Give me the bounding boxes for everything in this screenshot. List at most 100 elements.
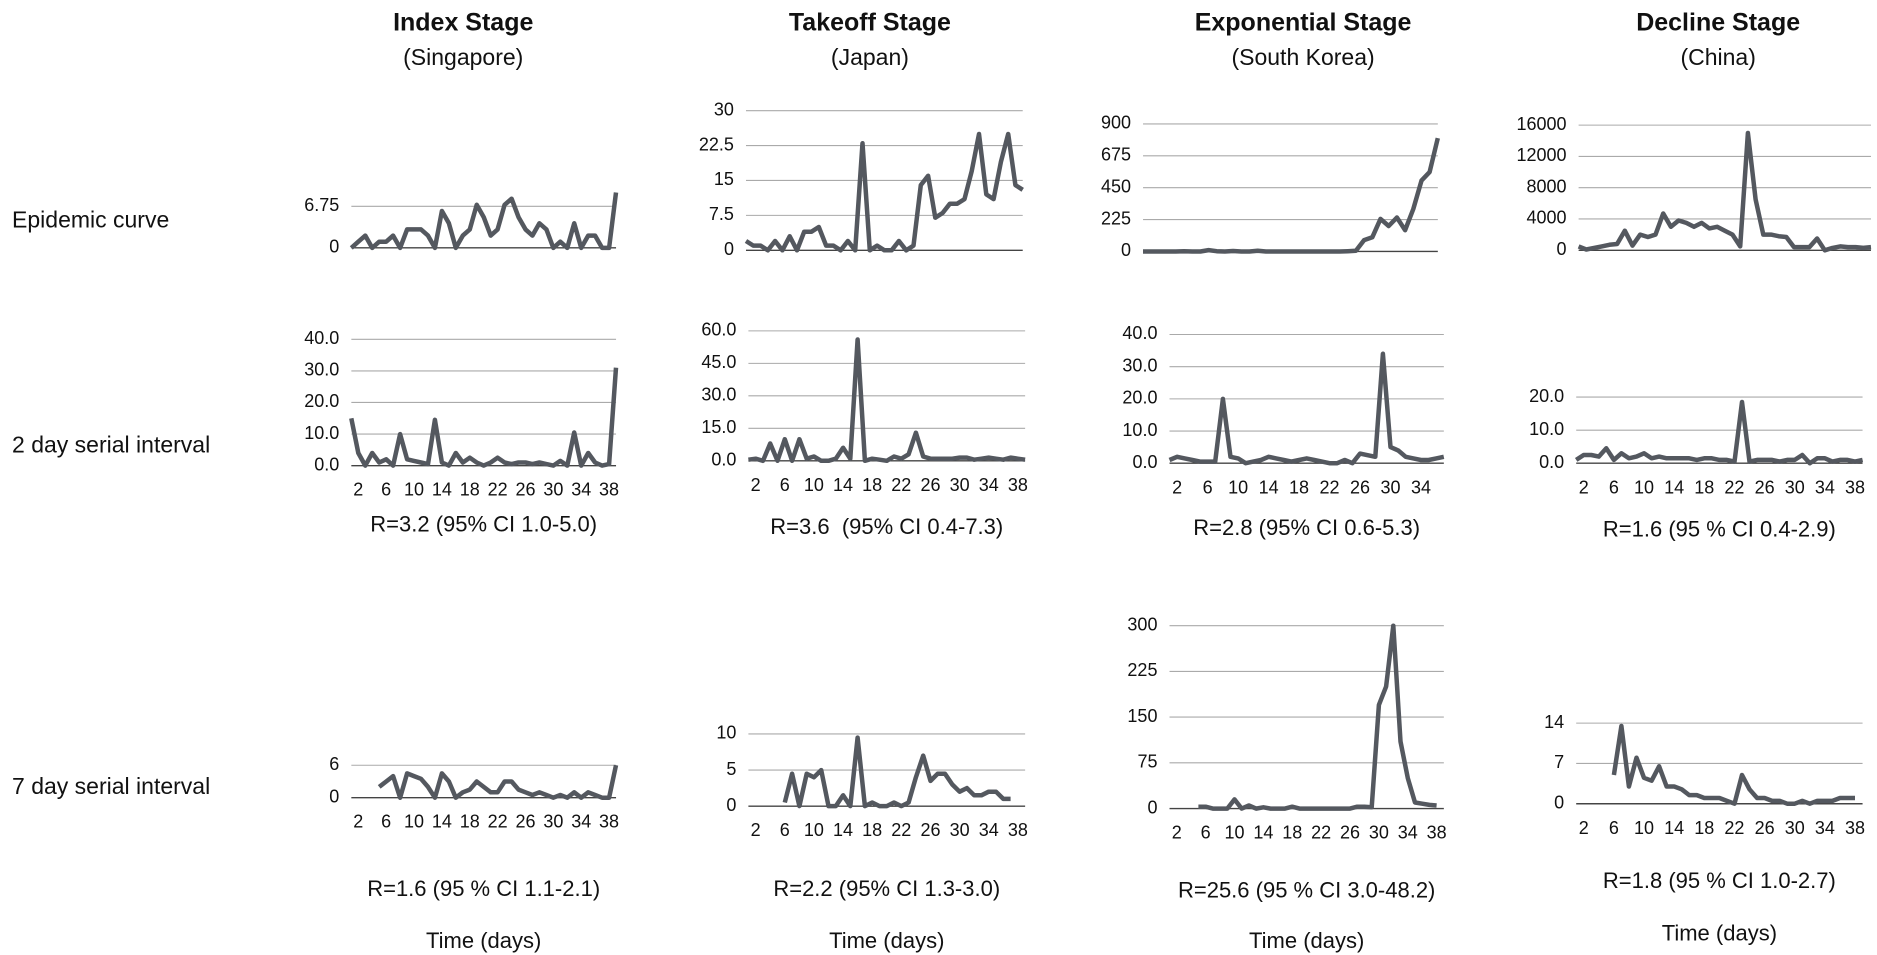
r-estimate: R=25.6 (95 % CI 3.0-48.2) <box>1178 877 1435 902</box>
r-estimate: R=1.6 (95 % CI 0.4-2.9) <box>1603 516 1836 541</box>
x-tick-label: 2 <box>1579 477 1589 497</box>
x-tick-label: 30 <box>950 475 970 495</box>
y-tick-label: 16000 <box>1517 114 1567 134</box>
x-tick-label: 10 <box>404 812 424 832</box>
x-tick-label: 30 <box>543 812 563 832</box>
column-subtitle: (Singapore) <box>403 44 523 70</box>
x-tick-label: 38 <box>1008 820 1028 840</box>
x-tick-label: 26 <box>1340 823 1360 843</box>
x-tick-label: 14 <box>432 812 452 832</box>
y-tick-label: 14 <box>1544 712 1564 732</box>
y-tick-label: 8000 <box>1527 176 1567 196</box>
y-tick-label: 20.0 <box>1529 386 1564 406</box>
y-tick-label: 45.0 <box>701 352 736 372</box>
x-tick-label: 18 <box>460 812 480 832</box>
x-tick-label: 2 <box>353 480 363 500</box>
x-tick-label: 30 <box>1785 818 1805 838</box>
y-tick-label: 5 <box>726 759 736 779</box>
x-tick-label: 22 <box>1724 818 1744 838</box>
x-tick-label: 34 <box>1411 477 1431 497</box>
y-tick-label: 0 <box>726 795 736 815</box>
y-tick-label: 20.0 <box>1122 388 1157 408</box>
x-tick-label: 26 <box>515 812 535 832</box>
x-tick-label: 14 <box>833 820 853 840</box>
x-tick-label: 10 <box>404 480 424 500</box>
x-tick-label: 2 <box>1579 818 1589 838</box>
column-subtitle: (China) <box>1680 44 1755 70</box>
x-tick-label: 30 <box>950 820 970 840</box>
x-tick-label: 38 <box>1845 818 1865 838</box>
y-tick-label: 0.0 <box>314 454 339 474</box>
x-tick-label: 18 <box>862 820 882 840</box>
y-tick-label: 4000 <box>1527 208 1567 228</box>
x-tick-label: 22 <box>488 812 508 832</box>
x-tick-label: 26 <box>1755 818 1775 838</box>
row-label: 7 day serial interval <box>12 773 210 799</box>
x-tick-label: 22 <box>891 475 911 495</box>
y-tick-label: 20.0 <box>304 391 339 411</box>
x-tick-label: 34 <box>979 475 999 495</box>
series-line <box>349 192 619 251</box>
x-tick-label: 22 <box>488 480 508 500</box>
x-tick-label: 6 <box>780 475 790 495</box>
x-tick-label: 2 <box>751 820 761 840</box>
x-tick-label: 2 <box>1172 823 1182 843</box>
x-tick-label: 26 <box>515 480 535 500</box>
x-tick-label: 10 <box>804 475 824 495</box>
x-tick-label: 6 <box>1201 823 1211 843</box>
y-tick-label: 0 <box>329 786 339 806</box>
x-tick-label: 6 <box>780 820 790 840</box>
y-tick-label: 225 <box>1101 208 1131 228</box>
r-estimate: R=2.2 (95% CI 1.3-3.0) <box>773 876 1000 901</box>
series-line <box>1611 723 1855 806</box>
series-line <box>1143 137 1440 254</box>
x-tick-label: 30 <box>1369 823 1389 843</box>
y-tick-label: 0 <box>724 239 734 259</box>
y-tick-label: 0.0 <box>711 450 736 470</box>
x-tick-label: 30 <box>1785 477 1805 497</box>
r-estimate: R=3.6 (95% CI 0.4-7.3) <box>770 514 1003 539</box>
x-tick-label: 18 <box>1289 477 1309 497</box>
x-tick-label: 18 <box>1694 477 1714 497</box>
x-axis-label: Time (days) <box>1249 928 1364 953</box>
x-tick-label: 26 <box>920 475 940 495</box>
y-tick-label: 6.75 <box>304 195 339 215</box>
x-tick-label: 38 <box>1845 477 1865 497</box>
r-estimate: R=2.8 (95% CI 0.6-5.3) <box>1193 515 1420 540</box>
x-tick-label: 14 <box>833 475 853 495</box>
x-tick-label: 10 <box>1634 477 1654 497</box>
y-tick-label: 0.0 <box>1132 452 1157 472</box>
y-tick-label: 22.5 <box>699 134 734 154</box>
y-tick-label: 450 <box>1101 176 1131 196</box>
y-tick-label: 150 <box>1127 706 1157 726</box>
x-tick-label: 2 <box>751 475 761 495</box>
x-tick-label: 10 <box>1228 477 1248 497</box>
y-tick-label: 10 <box>716 723 736 743</box>
y-tick-label: 0 <box>1121 240 1131 260</box>
series-line <box>1168 351 1445 466</box>
y-tick-label: 7.5 <box>709 204 734 224</box>
x-tick-label: 26 <box>920 820 940 840</box>
y-tick-label: 10.0 <box>1122 420 1157 440</box>
x-tick-label: 14 <box>432 480 452 500</box>
y-tick-label: 75 <box>1137 752 1157 772</box>
y-tick-label: 12000 <box>1517 145 1567 165</box>
x-axis-label: Time (days) <box>426 928 541 953</box>
x-tick-label: 6 <box>381 812 391 832</box>
y-tick-label: 225 <box>1127 660 1157 680</box>
y-tick-label: 30.0 <box>1122 355 1157 375</box>
x-tick-label: 30 <box>543 480 563 500</box>
row-label: Epidemic curve <box>12 206 169 232</box>
x-tick-label: 6 <box>381 480 391 500</box>
x-tick-label: 26 <box>1350 477 1370 497</box>
y-tick-label: 300 <box>1127 614 1157 634</box>
y-tick-label: 30.0 <box>701 385 736 405</box>
y-tick-label: 0 <box>329 237 339 257</box>
column-title: Takeoff Stage <box>789 9 951 37</box>
y-tick-label: 0 <box>1554 792 1564 812</box>
x-tick-label: 6 <box>1609 477 1619 497</box>
x-axis-label: Time (days) <box>1662 921 1777 946</box>
series-line <box>349 367 619 468</box>
x-tick-label: 14 <box>1664 477 1684 497</box>
